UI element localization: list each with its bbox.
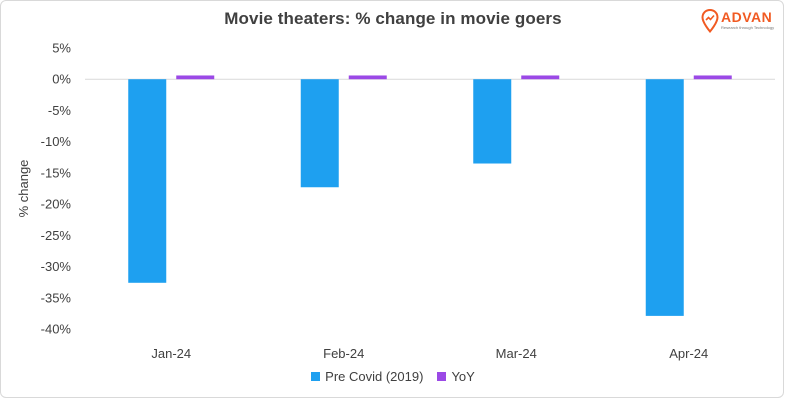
- y-tick-label: -40%: [41, 322, 72, 337]
- bar-pre-covid: [128, 79, 167, 283]
- legend-item-yoy: YoY: [437, 369, 475, 384]
- bar-pre-covid: [473, 79, 512, 164]
- x-tick-label: Jan-24: [151, 346, 191, 361]
- legend-label-pre-covid: Pre Covid (2019): [325, 369, 424, 384]
- bar-yoy: [693, 75, 732, 80]
- y-tick-label: -30%: [41, 259, 72, 274]
- x-tick-label: Apr-24: [669, 346, 708, 361]
- legend-swatch-pre-covid: [311, 372, 321, 381]
- y-axis-label: % change: [16, 160, 31, 218]
- y-tick-label: -25%: [41, 228, 72, 243]
- legend-label-yoy: YoY: [451, 369, 475, 384]
- legend-swatch-yoy: [437, 372, 447, 381]
- bar-yoy: [348, 75, 387, 80]
- bar-yoy: [176, 75, 215, 80]
- bar-pre-covid: [300, 79, 339, 188]
- y-tick-label: -10%: [41, 134, 72, 149]
- y-tick-label: 0%: [52, 72, 71, 87]
- y-tick-label: -5%: [48, 103, 72, 118]
- y-tick-label: -35%: [41, 290, 72, 305]
- chart-title: Movie theaters: % change in movie goers: [224, 9, 562, 28]
- advan-logo: ADVAN Research through Technology: [701, 9, 781, 35]
- map-pin-icon: [701, 9, 719, 33]
- bar-pre-covid: [645, 79, 684, 316]
- y-tick-label: 5%: [52, 41, 71, 56]
- brand-tagline: Research through Technology: [721, 25, 775, 30]
- chart-legend: Pre Covid (2019) YoY: [1, 369, 783, 384]
- legend-item-pre-covid: Pre Covid (2019): [311, 369, 423, 384]
- brand-name: ADVAN: [721, 9, 773, 25]
- y-tick-label: -20%: [41, 197, 72, 212]
- x-tick-label: Mar-24: [496, 346, 537, 361]
- x-tick-label: Feb-24: [323, 346, 364, 361]
- y-tick-label: -15%: [41, 165, 72, 180]
- bar-yoy: [521, 75, 560, 80]
